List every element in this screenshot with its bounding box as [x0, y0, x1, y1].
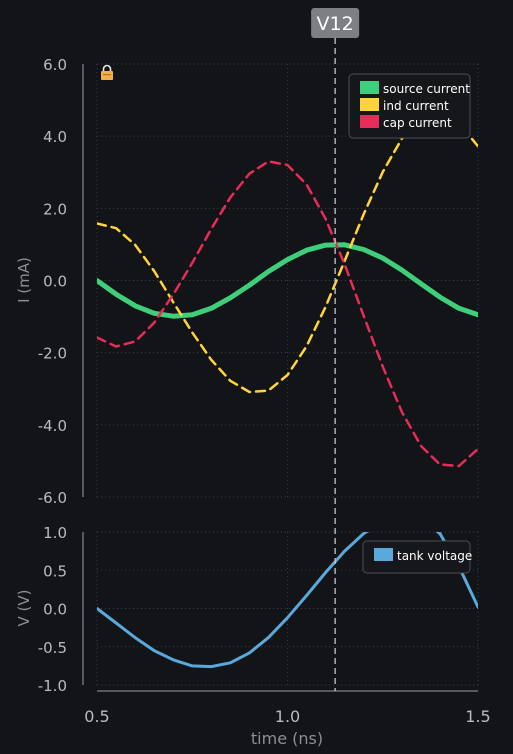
voltage-series-lines	[97, 517, 478, 669]
current-panel: 6.0 4.0 2.0 0.0 -2.0 -4.0 -6.0 I (mA) source c…	[15, 56, 479, 507]
cursor-label: V12	[317, 13, 354, 35]
current-y-tick-label: 4.0	[43, 128, 67, 146]
current-legend: source current ind current cap current	[348, 73, 471, 139]
voltage-y-tick-label: 1.0	[43, 524, 67, 542]
legend-swatch	[360, 115, 379, 128]
current-y-axis-label: I (mA)	[15, 257, 33, 303]
lock-icon[interactable]	[101, 64, 113, 81]
current-y-tick-label: 0.0	[43, 273, 67, 291]
voltage-y-tick-label: -1.0	[38, 677, 67, 695]
current-series-lines	[97, 111, 478, 468]
series-line-cap-current[interactable]	[97, 160, 478, 468]
voltage-y-tick-label: 0.0	[43, 601, 67, 619]
current-legend-box	[348, 73, 471, 139]
legend-swatch	[374, 548, 393, 561]
current-y-tick-label: -6.0	[38, 489, 67, 507]
voltage-y-tick-label: 0.5	[43, 562, 67, 580]
voltage-legend: tank voltage	[362, 540, 472, 574]
x-tick-labels: 0.5 1.0 1.5	[84, 707, 490, 726]
current-y-tick-label: -4.0	[38, 417, 67, 435]
legend-label: ind current	[383, 99, 449, 113]
voltage-y-tick-labels: 1.0 0.5 0.0 -0.5 -1.0	[38, 524, 67, 695]
legend-label: source current	[383, 82, 470, 96]
current-y-tick-label: 2.0	[43, 200, 67, 218]
current-y-tick-labels: 6.0 4.0 2.0 0.0 -2.0 -4.0 -6.0	[38, 56, 67, 507]
voltage-y-tick-label: -0.5	[38, 639, 67, 657]
cursor-marker[interactable]: V12	[311, 8, 360, 691]
x-tick-label: 1.5	[465, 707, 490, 726]
x-tick-label: 0.5	[84, 707, 109, 726]
legend-swatch	[360, 81, 379, 94]
x-tick-label: 1.0	[275, 707, 300, 726]
current-y-tick-label: -2.0	[38, 345, 67, 363]
cursor-tag[interactable]	[311, 8, 360, 38]
x-axis-label: time (ns)	[251, 729, 323, 748]
series-line-tank-voltage[interactable]	[97, 517, 478, 669]
legend-swatch	[360, 98, 379, 111]
voltage-y-axis-label: V (V)	[15, 590, 33, 627]
legend-label: cap current	[383, 116, 452, 130]
legend-label: tank voltage	[397, 549, 472, 563]
current-y-tick-label: 6.0	[43, 56, 67, 74]
voltage-panel: 1.0 0.5 0.0 -0.5 -1.0 0.5 1.0 1.5 V (V) time (…	[15, 517, 491, 748]
